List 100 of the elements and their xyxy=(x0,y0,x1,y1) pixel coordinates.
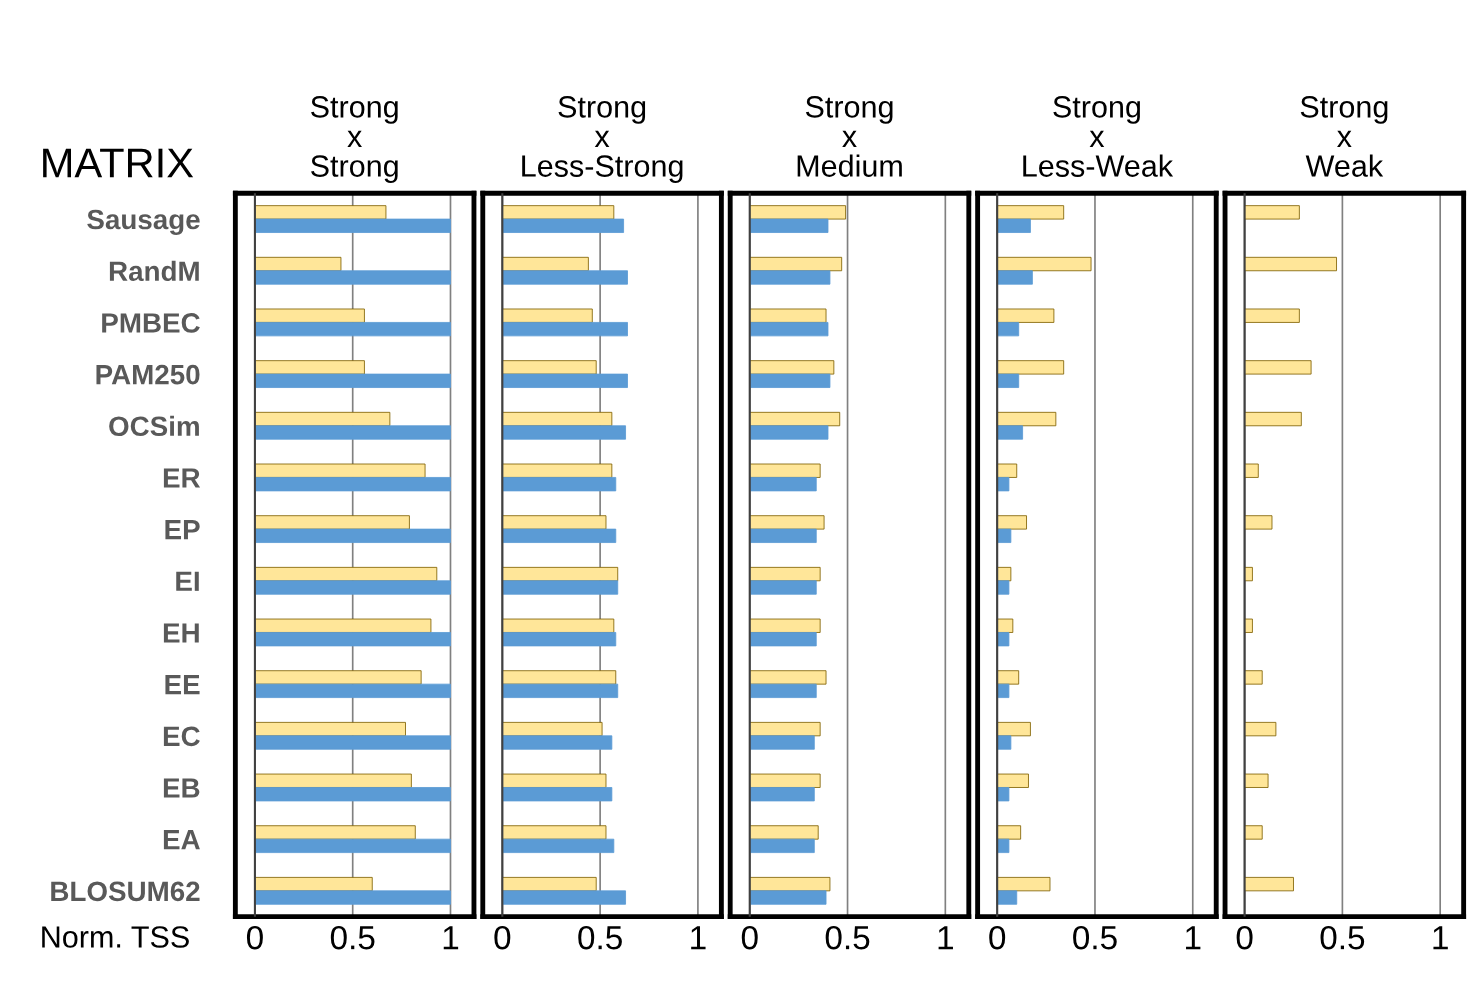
bar xyxy=(996,373,1020,388)
bar xyxy=(749,463,821,478)
bar xyxy=(254,463,426,478)
y-tick-label: EA xyxy=(163,830,200,850)
bar xyxy=(501,876,597,892)
bar xyxy=(254,580,451,595)
chart-title: Strong x Less-Strong xyxy=(522,96,683,183)
bar xyxy=(996,618,1014,633)
bar xyxy=(996,477,1010,492)
x-tick-label: 1 xyxy=(1186,926,1201,950)
bar xyxy=(501,373,628,388)
bar xyxy=(749,205,847,220)
bar xyxy=(254,721,406,737)
bar xyxy=(749,566,821,582)
x-tick-label: 0 xyxy=(494,925,511,950)
bar xyxy=(501,683,619,698)
bar xyxy=(501,218,625,233)
y-tick-label: EH xyxy=(163,623,199,643)
bar xyxy=(996,825,1022,840)
bar xyxy=(254,373,451,388)
bar xyxy=(749,425,829,440)
bar xyxy=(996,632,1010,647)
bar xyxy=(749,683,817,698)
y-tick-label: EP xyxy=(165,520,200,540)
bar xyxy=(501,477,617,492)
bar xyxy=(1244,515,1273,530)
bar xyxy=(501,256,589,272)
x-tick-label: 0.5 xyxy=(330,925,375,950)
x-tick-label: 0.5 xyxy=(1320,925,1365,950)
y-tick-label: RandM xyxy=(109,260,199,282)
bar xyxy=(996,218,1031,233)
y-tick-label: EE xyxy=(165,675,200,695)
bar xyxy=(749,773,821,788)
bar xyxy=(501,425,626,440)
chart-title: Strong x Less-Weak xyxy=(1023,96,1174,177)
bar xyxy=(996,721,1031,737)
bar xyxy=(749,360,835,375)
bar xyxy=(749,890,827,905)
bar xyxy=(501,515,607,530)
bar xyxy=(996,838,1010,854)
bar xyxy=(254,515,410,530)
bar xyxy=(1244,721,1277,737)
bar xyxy=(996,773,1029,788)
bar xyxy=(501,566,619,582)
bar xyxy=(501,670,617,685)
x-tick-label: 0 xyxy=(1236,925,1253,950)
x-tick-label: 0 xyxy=(989,925,1006,950)
bar xyxy=(254,683,451,698)
bar xyxy=(1244,205,1300,220)
bar xyxy=(996,528,1012,543)
bar xyxy=(501,411,613,427)
x-tick-label: 1 xyxy=(443,926,459,950)
bar xyxy=(749,825,819,840)
bar xyxy=(254,773,412,788)
bar xyxy=(996,411,1057,427)
bar xyxy=(501,838,615,854)
bar xyxy=(996,463,1018,478)
bar xyxy=(254,670,422,685)
bar xyxy=(501,580,619,595)
bar xyxy=(501,890,626,905)
y-tick-label: PMBEC xyxy=(102,313,200,333)
bar xyxy=(254,218,451,233)
bar xyxy=(501,632,617,647)
bar xyxy=(501,825,607,840)
bar xyxy=(996,876,1051,892)
bar xyxy=(996,425,1024,440)
bar xyxy=(254,876,373,892)
y-tick-label: Sausage xyxy=(87,209,200,235)
x-tick-label: 1 xyxy=(1433,926,1448,950)
bar xyxy=(749,876,831,892)
bar xyxy=(1244,670,1263,685)
bar xyxy=(1244,773,1269,788)
bar xyxy=(254,528,451,543)
bar xyxy=(996,683,1010,698)
bar xyxy=(996,360,1065,375)
bar xyxy=(254,618,432,633)
bar xyxy=(254,477,451,492)
y-tick-label: ER xyxy=(163,468,201,488)
x-tick-label: 0.5 xyxy=(578,925,622,950)
x-tick-label: 1 xyxy=(938,926,953,950)
bar xyxy=(1244,463,1259,478)
bar xyxy=(749,632,817,647)
bar xyxy=(254,205,387,220)
x-tick-label: 0 xyxy=(246,925,263,950)
bar xyxy=(254,838,451,854)
bar xyxy=(749,373,831,388)
bar xyxy=(254,270,451,285)
bar xyxy=(501,360,597,375)
bar xyxy=(749,256,843,272)
y-tick-label: BLOSUM62 xyxy=(51,881,200,902)
bar xyxy=(254,735,451,750)
bar xyxy=(501,205,615,220)
bar xyxy=(749,580,817,595)
bar xyxy=(501,308,593,323)
bar xyxy=(749,515,825,530)
bar xyxy=(996,787,1010,802)
bar xyxy=(1244,876,1294,892)
y-axis-title: MATRIX xyxy=(43,148,194,178)
bar xyxy=(254,425,451,440)
y-tick-label: PAM250 xyxy=(96,364,200,385)
